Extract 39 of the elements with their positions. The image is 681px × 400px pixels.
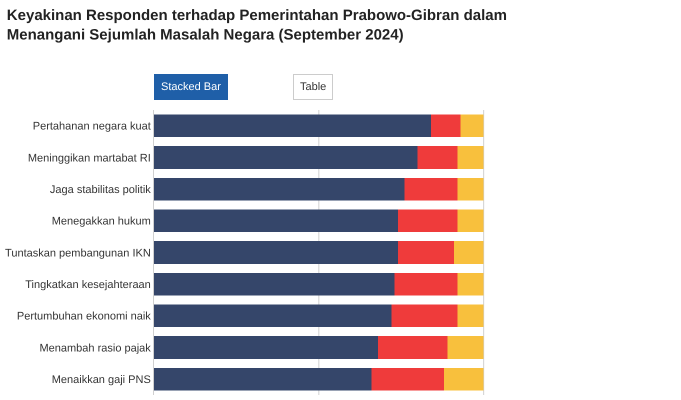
bar [447,336,484,359]
bar [457,304,484,328]
bar [457,209,484,232]
bar [404,178,458,201]
chart-title: Keyakinan Responden terhadap Pemerintahan Prabowo-Gibran dalam Menangani Sejumlah Masalah Negara (September 2024) [6,7,507,44]
bar [457,146,484,169]
y-tick-label: Jaga stabilitas politik [50,184,152,196]
bar [444,368,484,391]
bar [394,272,458,296]
y-tick-label: Pertahanan negara kuat [32,120,151,133]
bar [154,178,405,201]
bar [457,178,484,201]
bar [154,209,398,232]
text: Table [300,81,326,93]
bar [418,146,458,169]
bar [457,272,484,296]
bar [154,114,431,138]
bar [454,241,484,264]
y-tick-label: Menambah rasio pajak [40,342,152,354]
y-tick-label: Tuntaskan pembangunan IKN [5,247,151,260]
bar [154,336,378,359]
bar [154,241,398,264]
bar [154,304,392,328]
bar [391,304,458,328]
y-tick-label: Menegakkan hukum [52,216,151,228]
text: Stacked Bar [161,81,222,93]
y-tick-label: Pertumbuhan ekonomi naik [16,310,152,323]
bar [154,368,372,391]
bar [398,209,458,232]
bar [372,368,444,391]
bar [154,272,395,296]
y-tick-label: Menaikkan gaji PNS [52,374,151,386]
bar [398,241,454,264]
bar [154,146,418,169]
y-tick-label: Meninggikan martabat RI [28,152,151,164]
bar [378,336,448,359]
bar [430,114,461,138]
bar [460,114,484,138]
y-tick-label: Tingkatkan kesejahteraan [25,279,151,292]
